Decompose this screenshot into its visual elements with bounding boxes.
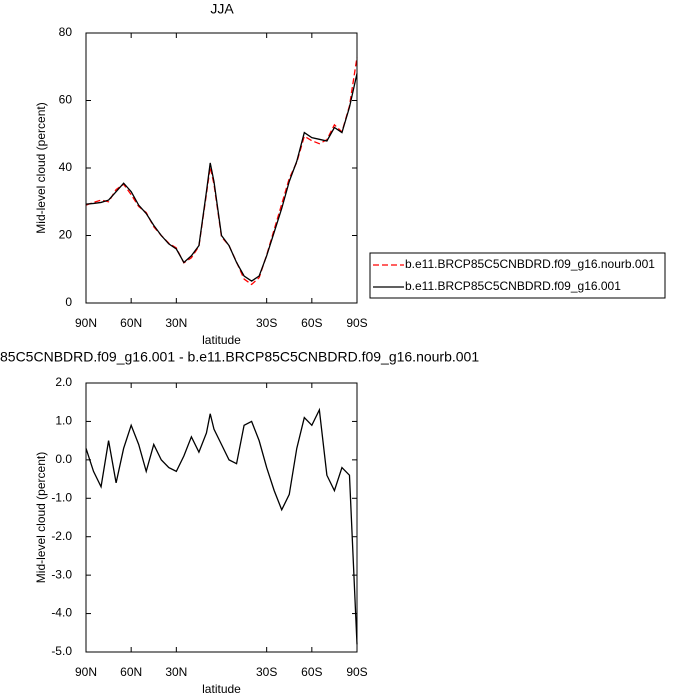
y-tick-label: 80: [59, 25, 73, 39]
x-axis-label: latitude: [202, 682, 241, 696]
y-tick-label: 0.0: [55, 452, 72, 466]
y-tick-label: -2.0: [51, 529, 72, 543]
legend-box: [369, 252, 666, 299]
x-tick-label: 90S: [346, 665, 367, 679]
x-tick-label: 30N: [165, 316, 187, 330]
y-axis-label: Mid-level cloud (percent): [34, 102, 48, 233]
plot-frame: [85, 32, 358, 304]
x-tick-label: 90S: [346, 316, 367, 330]
x-tick-label: 30N: [165, 665, 187, 679]
x-tick-label: 60N: [120, 665, 142, 679]
y-tick-label: 60: [59, 93, 73, 107]
y-tick-label: 0: [65, 295, 72, 309]
y-tick-label: 40: [59, 160, 73, 174]
x-tick-label: 60S: [301, 665, 322, 679]
y-axis-label: Mid-level cloud (percent): [34, 452, 48, 583]
series-line: [85, 73, 358, 282]
y-tick-label: 2.0: [55, 375, 72, 389]
plot-frame: [85, 382, 358, 653]
series-line: [85, 57, 358, 286]
y-tick-label: -1.0: [51, 490, 72, 504]
y-tick-label: -5.0: [51, 644, 72, 658]
chart-title: JJA: [210, 1, 234, 17]
x-tick-label: 60N: [120, 316, 142, 330]
series-line: [85, 407, 358, 645]
legend-label: b.e11.BRCP85C5CNBDRD.f09_g16.nourb.001: [405, 257, 655, 271]
x-tick-label: 60S: [301, 316, 322, 330]
y-tick-label: -3.0: [51, 567, 72, 581]
chart-title: 85C5CNBDRD.f09_g16.001 - b.e11.BRCP85C5C…: [0, 349, 479, 365]
y-tick-label: 1.0: [55, 414, 72, 428]
x-tick-label: 30S: [256, 665, 277, 679]
y-tick-label: 20: [59, 228, 73, 242]
y-tick-label: -4.0: [51, 606, 72, 620]
legend-label: b.e11.BRCP85C5CNBDRD.f09_g16.001: [405, 279, 621, 293]
x-tick-label: 30S: [256, 316, 277, 330]
x-axis-label: latitude: [202, 333, 241, 347]
x-tick-label: 90N: [75, 316, 97, 330]
x-tick-label: 90N: [75, 665, 97, 679]
